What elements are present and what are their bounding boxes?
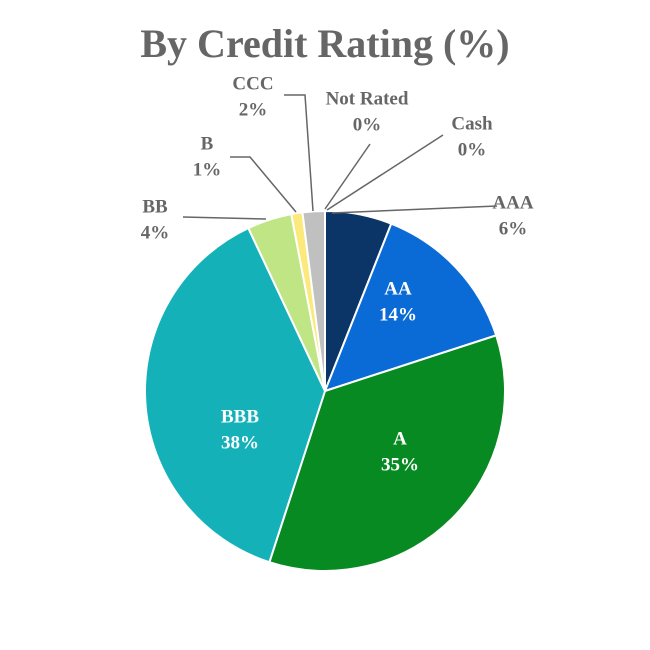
category-label: B — [201, 133, 214, 154]
category-label: BB — [142, 196, 168, 217]
category-label: Cash — [451, 113, 493, 134]
chart-title: By Credit Rating (%) — [140, 21, 509, 66]
category-label: BBB — [221, 406, 259, 427]
leader-line — [324, 143, 371, 210]
leader-line — [182, 216, 267, 220]
value-label: 35% — [381, 454, 419, 475]
leader-line — [284, 94, 314, 212]
value-label: 38% — [221, 432, 259, 453]
category-label: AAA — [492, 192, 533, 213]
pie-slice — [144, 226, 327, 564]
value-label: 2% — [239, 99, 268, 120]
value-label: 14% — [379, 304, 417, 325]
pie-slice — [268, 334, 506, 572]
value-label: 0% — [353, 114, 382, 135]
category-label: CCC — [232, 73, 273, 94]
value-label: 6% — [499, 218, 528, 239]
leader-line — [326, 134, 444, 211]
leader-line — [230, 156, 297, 213]
value-label: 4% — [141, 222, 170, 243]
category-label: A — [393, 428, 407, 449]
category-label: AA — [384, 278, 412, 299]
value-label: 0% — [458, 139, 487, 160]
category-label: Not Rated — [326, 88, 409, 109]
value-label: 1% — [193, 159, 222, 180]
leader-line — [331, 205, 498, 214]
